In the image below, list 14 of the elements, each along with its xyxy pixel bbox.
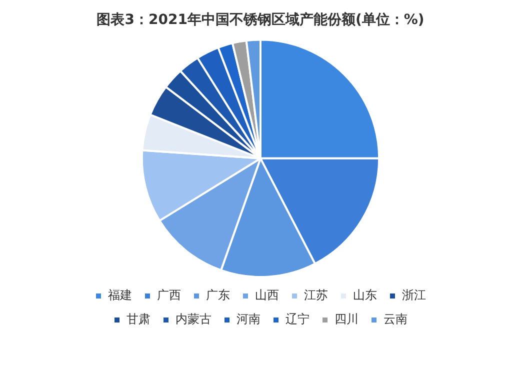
legend-label: 山西 — [255, 288, 279, 302]
legend-label: 广东 — [206, 288, 230, 302]
legend-label: 福建 — [108, 288, 132, 302]
legend-label: 甘肃 — [126, 312, 150, 326]
chart-title: 图表3：2021年中国不锈钢区域产能份额(单位：%) — [96, 11, 424, 28]
legend-label: 江苏 — [304, 288, 328, 302]
legend-label: 内蒙古 — [176, 312, 212, 326]
legend-label: 辽宁 — [286, 312, 310, 326]
legend-label: 山东 — [353, 288, 377, 302]
legend-label: 四川 — [334, 312, 358, 326]
legend-label: 浙江 — [402, 288, 426, 302]
legend-label: 广西 — [157, 288, 181, 302]
legend-label: 云南 — [384, 312, 408, 326]
legend-label: 河南 — [236, 312, 260, 326]
